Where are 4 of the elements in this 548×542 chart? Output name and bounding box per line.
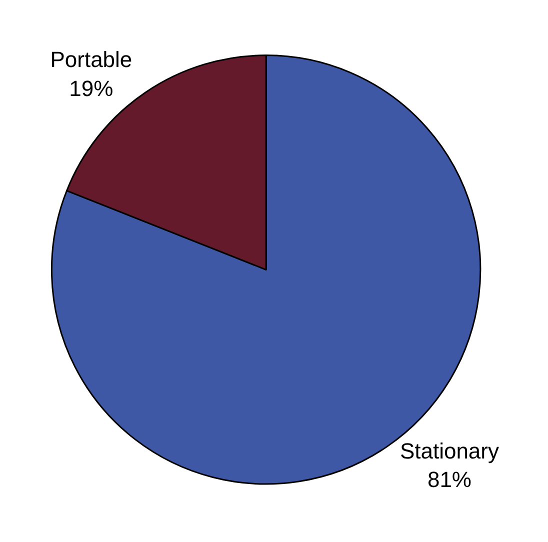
slice-label: Stationary xyxy=(400,438,500,464)
data-label: 81% xyxy=(427,467,472,492)
data-label: 19% xyxy=(69,76,114,101)
slice-label: Portable xyxy=(50,47,132,72)
